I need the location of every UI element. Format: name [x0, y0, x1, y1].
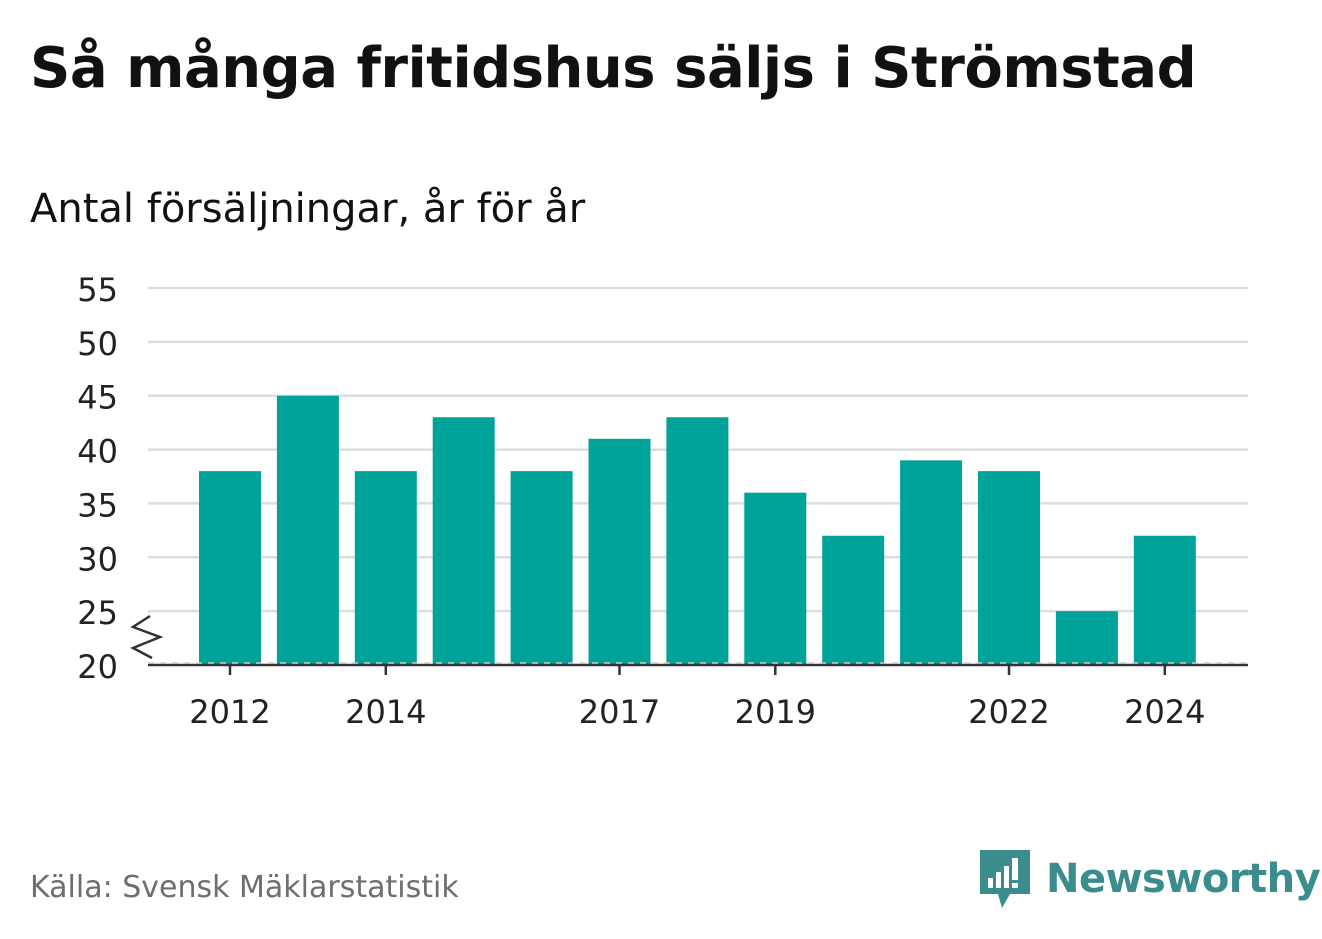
x-tick-label: 2012 [189, 693, 270, 731]
x-tick-label: 2014 [345, 693, 426, 731]
y-tick-label: 45 [77, 379, 118, 417]
x-tick-label: 2017 [579, 693, 660, 731]
bar-2021 [900, 460, 963, 665]
bar-2017 [588, 438, 651, 665]
y-tick-label: 55 [77, 271, 118, 309]
y-tick-label: 35 [77, 486, 118, 524]
y-axis-ticks: 20 25 30 35 40 45 50 55 [77, 271, 118, 686]
axis-break-icon [130, 614, 164, 660]
x-axis-ticks: 2012 2014 2017 2019 2022 2024 [189, 665, 1206, 731]
brand-logo: Newsworthy [980, 850, 1321, 908]
bar-2015 [432, 417, 495, 665]
y-tick-label: 30 [77, 540, 118, 578]
source-note: Källa: Svensk Mäklarstatistik [30, 870, 459, 905]
bar-2023 [1055, 611, 1118, 665]
y-tick-label: 25 [77, 594, 118, 632]
bar-2020 [822, 535, 885, 665]
chart-title: Så många fritidshus säljs i Strömstad [30, 36, 1197, 101]
bar-2019 [744, 492, 807, 665]
y-tick-label: 50 [77, 325, 118, 363]
x-tick-label: 2024 [1124, 693, 1205, 731]
bar-2024 [1133, 535, 1196, 665]
bars [199, 395, 1196, 665]
y-tick-label: 40 [77, 433, 118, 471]
bar-2022 [978, 471, 1040, 665]
bar-2016 [510, 471, 573, 665]
bar-2012 [199, 471, 261, 665]
x-tick-label: 2019 [735, 693, 816, 731]
y-tick-label: 20 [77, 648, 118, 686]
newsworthy-logo-icon [980, 850, 1030, 908]
chart-subtitle: Antal försäljningar, år för år [30, 186, 586, 232]
bar-2018 [666, 417, 729, 665]
x-tick-label: 2022 [968, 693, 1049, 731]
bar-2014 [354, 471, 417, 665]
x-axis [130, 614, 1248, 667]
brand-name: Newsworthy [1046, 856, 1321, 902]
bar-2013 [276, 395, 339, 665]
